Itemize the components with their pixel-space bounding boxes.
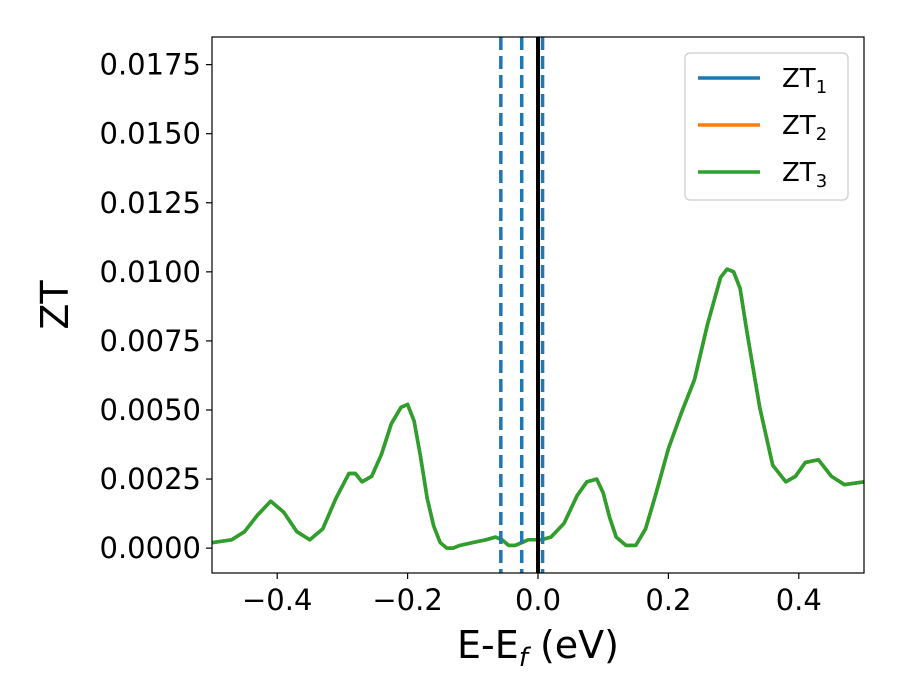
x-tick-label: −0.2: [372, 583, 442, 617]
y-tick-label: 0.0175: [100, 48, 201, 82]
legend-label: ZT1: [782, 64, 827, 98]
y-tick-label: 0.0125: [100, 186, 201, 220]
legend-box: [684, 52, 849, 201]
y-tick-label: 0.0025: [100, 462, 201, 496]
y-tick-label: 0.0050: [100, 393, 201, 427]
y-tick-label: 0.0150: [100, 117, 201, 151]
x-tick-label: 0.2: [645, 583, 691, 617]
legend-label: ZT2: [782, 111, 827, 145]
y-tick-label: 0.0075: [100, 324, 201, 358]
y-tick-label: 0.0000: [100, 531, 201, 565]
legend-label: ZT3: [782, 158, 827, 192]
y-axis: 0.0000 0.0025 0.0050 0.0075 0.0100 0.0125 0.01…: [100, 48, 212, 565]
y-axis-label: ZT: [33, 280, 77, 330]
x-axis-label-unit: (eV): [528, 623, 619, 667]
x-axis-label: E-Ef (eV): [457, 623, 619, 673]
x-axis: −0.4 −0.2 0.0 0.2 0.4: [242, 573, 822, 617]
y-tick-label: 0.0100: [100, 255, 201, 289]
x-tick-label: 0.4: [776, 583, 822, 617]
plot-area: [212, 37, 864, 573]
series-line-zt3: [212, 267, 864, 550]
legend: ZT1 ZT2 ZT3: [684, 52, 849, 201]
x-axis-label-main: E-E: [457, 623, 519, 667]
x-tick-label: −0.4: [242, 583, 312, 617]
x-tick-label: 0.0: [515, 583, 561, 617]
plot-contents: [212, 37, 864, 573]
